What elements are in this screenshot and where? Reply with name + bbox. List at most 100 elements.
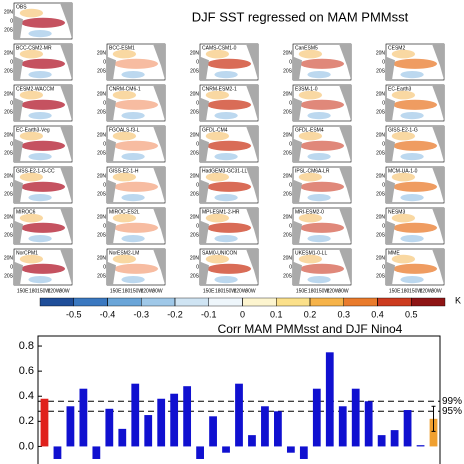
land	[153, 126, 165, 162]
map-pattern	[28, 194, 52, 202]
lat-label: 0	[289, 264, 292, 270]
map-pattern	[20, 263, 66, 274]
lat-label: 0	[196, 100, 199, 106]
panel-label: GFDL-ESM4	[295, 127, 324, 133]
lat-label: 20S	[190, 68, 200, 74]
map-pattern	[400, 235, 424, 243]
land	[200, 220, 209, 244]
lat-label: 20S	[376, 273, 386, 279]
y-tick-label: 0.6	[19, 365, 34, 377]
map-pattern	[391, 131, 415, 141]
land	[246, 126, 258, 162]
map-pattern	[113, 58, 159, 69]
lat-label: 20N	[376, 132, 386, 138]
bar	[157, 398, 166, 447]
panel-label: CAMS-CSM1-0	[202, 45, 237, 51]
lon-label: 150E	[203, 288, 215, 294]
lon-label: 90W	[152, 288, 163, 294]
lat-label: 0	[10, 100, 13, 106]
lat-label: 0	[289, 223, 292, 229]
map-pattern	[298, 213, 322, 223]
panel-label: CanESM5	[295, 45, 318, 51]
colorbar-tick-label: 0.1	[270, 309, 283, 319]
map-pattern	[400, 112, 424, 120]
lat-label: 20S	[376, 150, 386, 156]
map-pattern	[214, 112, 238, 120]
colorbar-segment	[309, 297, 344, 307]
lat-label: 20N	[376, 214, 386, 220]
lat-label: 0	[103, 141, 106, 147]
lat-label: 20S	[376, 68, 386, 74]
lat-label: 0	[196, 223, 199, 229]
map-pattern	[19, 8, 43, 18]
land	[386, 220, 395, 244]
map-pattern	[400, 194, 424, 202]
map-pattern	[28, 276, 52, 284]
lat-label: 0	[382, 141, 385, 147]
lat-label: 0	[10, 18, 13, 24]
lat-label: 0	[289, 59, 292, 65]
lat-label: 20N	[97, 255, 107, 261]
lon-label: 150E	[110, 288, 122, 294]
map-pattern	[113, 222, 159, 233]
lon-label: 120W	[419, 288, 432, 294]
map-pattern	[205, 90, 229, 100]
lon-label: 150W	[409, 288, 422, 294]
land	[386, 261, 395, 285]
lat-label: 20N	[4, 255, 14, 261]
colorbar-segment	[107, 297, 142, 307]
panel-label: OBS	[16, 4, 27, 10]
bar	[364, 401, 373, 447]
land	[432, 44, 444, 80]
land	[14, 179, 23, 203]
lat-label: 0	[196, 264, 199, 270]
lat-label: 20S	[97, 109, 107, 115]
panel-label: GISS-E2-1-G-CC	[16, 168, 55, 174]
lon-label: 90W	[431, 288, 442, 294]
map-pattern	[214, 153, 238, 161]
colorbar-segment	[73, 297, 108, 307]
map-pattern	[112, 213, 136, 223]
lat-label: 20S	[190, 109, 200, 115]
panel-label: GISS-E2-1-G	[388, 127, 418, 133]
panel-label: MRI-ESM2-0	[295, 209, 324, 215]
lat-label: 0	[10, 182, 13, 188]
colorbar-tick-label: -0.5	[66, 309, 82, 319]
bar	[416, 445, 425, 447]
lat-label: 20N	[97, 50, 107, 56]
lat-label: 20N	[97, 132, 107, 138]
land	[293, 56, 302, 80]
threshold-label: 99%	[442, 396, 462, 407]
map-pattern	[214, 194, 238, 202]
colorbar-tick-label: 0.2	[304, 309, 317, 319]
land	[293, 261, 302, 285]
lat-label: 20S	[190, 150, 200, 156]
map-pattern	[299, 181, 345, 192]
land	[14, 220, 23, 244]
map-pattern	[391, 172, 415, 182]
map-pattern	[121, 112, 145, 120]
bar	[118, 428, 127, 447]
colorbar-segment	[377, 297, 412, 307]
lat-label: 0	[103, 59, 106, 65]
land	[432, 249, 444, 285]
map-pattern	[28, 71, 52, 79]
panel-label: GISS-E2-1-H	[109, 168, 139, 174]
lat-label: 20S	[283, 109, 293, 115]
land	[107, 97, 116, 121]
bar	[79, 388, 88, 447]
lat-label: 20S	[376, 191, 386, 197]
panel-label: FGOALS-f3-L	[109, 127, 140, 133]
colorbar-segment	[242, 297, 277, 307]
panel-label: HadGEM3-GC31-LL	[202, 168, 248, 174]
lat-label: 0	[289, 141, 292, 147]
lat-label: 20S	[97, 232, 107, 238]
lat-label: 20S	[4, 273, 14, 279]
land	[153, 167, 165, 203]
map-pattern	[400, 153, 424, 161]
lat-label: 20N	[4, 173, 14, 179]
land	[107, 179, 116, 203]
bar	[170, 393, 179, 447]
bar	[261, 406, 269, 447]
map-pattern	[392, 58, 438, 69]
